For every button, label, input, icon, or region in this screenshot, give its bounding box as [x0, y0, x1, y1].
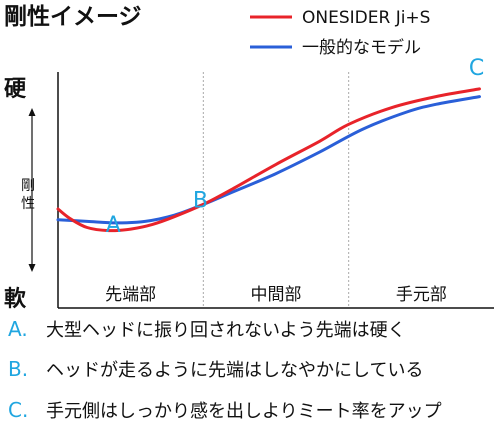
plot-frame — [57, 72, 494, 309]
legend-label-series-2: 一般的なモデル — [302, 37, 421, 58]
series-line-2 — [56, 95, 481, 225]
note-letter: B. — [8, 357, 29, 381]
note-letter: A. — [8, 317, 28, 341]
y-axis-label: 剛性 — [21, 178, 35, 212]
section-label: 中間部 — [251, 285, 302, 305]
chart-title: 剛性イメージ — [4, 4, 142, 30]
annotation-b: B — [193, 189, 208, 214]
section-label: 手元部 — [396, 285, 447, 305]
series-line-1 — [56, 87, 481, 233]
annotation-a: A — [106, 213, 121, 238]
note-letter: C. — [8, 398, 29, 422]
note-row: B. ヘッドが走るように先端はしなやかにしている — [8, 355, 423, 383]
legend-label-series-1: ONESIDER Ji+S — [302, 8, 430, 28]
section-label: 先端部 — [105, 285, 156, 305]
series-lines — [56, 87, 481, 233]
y-axis-bottom-label: 軟 — [4, 286, 27, 312]
y-axis-top-label: 硬 — [4, 77, 27, 102]
note-text: 大型ヘッドに振り回されないよう先端は硬く — [46, 320, 406, 341]
annotation-c: C — [469, 56, 484, 81]
note-text: 手元側はしっかり感を出しよりミート率をアップ — [46, 401, 442, 422]
y-axis-arrow — [28, 108, 36, 272]
section-labels: 先端部 中間部 手元部 — [105, 285, 447, 305]
note-text: ヘッドが走るように先端はしなやかにしている — [46, 360, 424, 381]
note-row: C. 手元側はしっかり感を出しよりミート率をアップ — [8, 396, 442, 424]
section-dividers — [202, 72, 350, 308]
annotations: A B C — [106, 56, 485, 238]
legend: ONESIDER Ji+S 一般的なモデル — [250, 8, 430, 58]
note-row: A. 大型ヘッドに振り回されないよう先端は硬く — [8, 315, 406, 343]
